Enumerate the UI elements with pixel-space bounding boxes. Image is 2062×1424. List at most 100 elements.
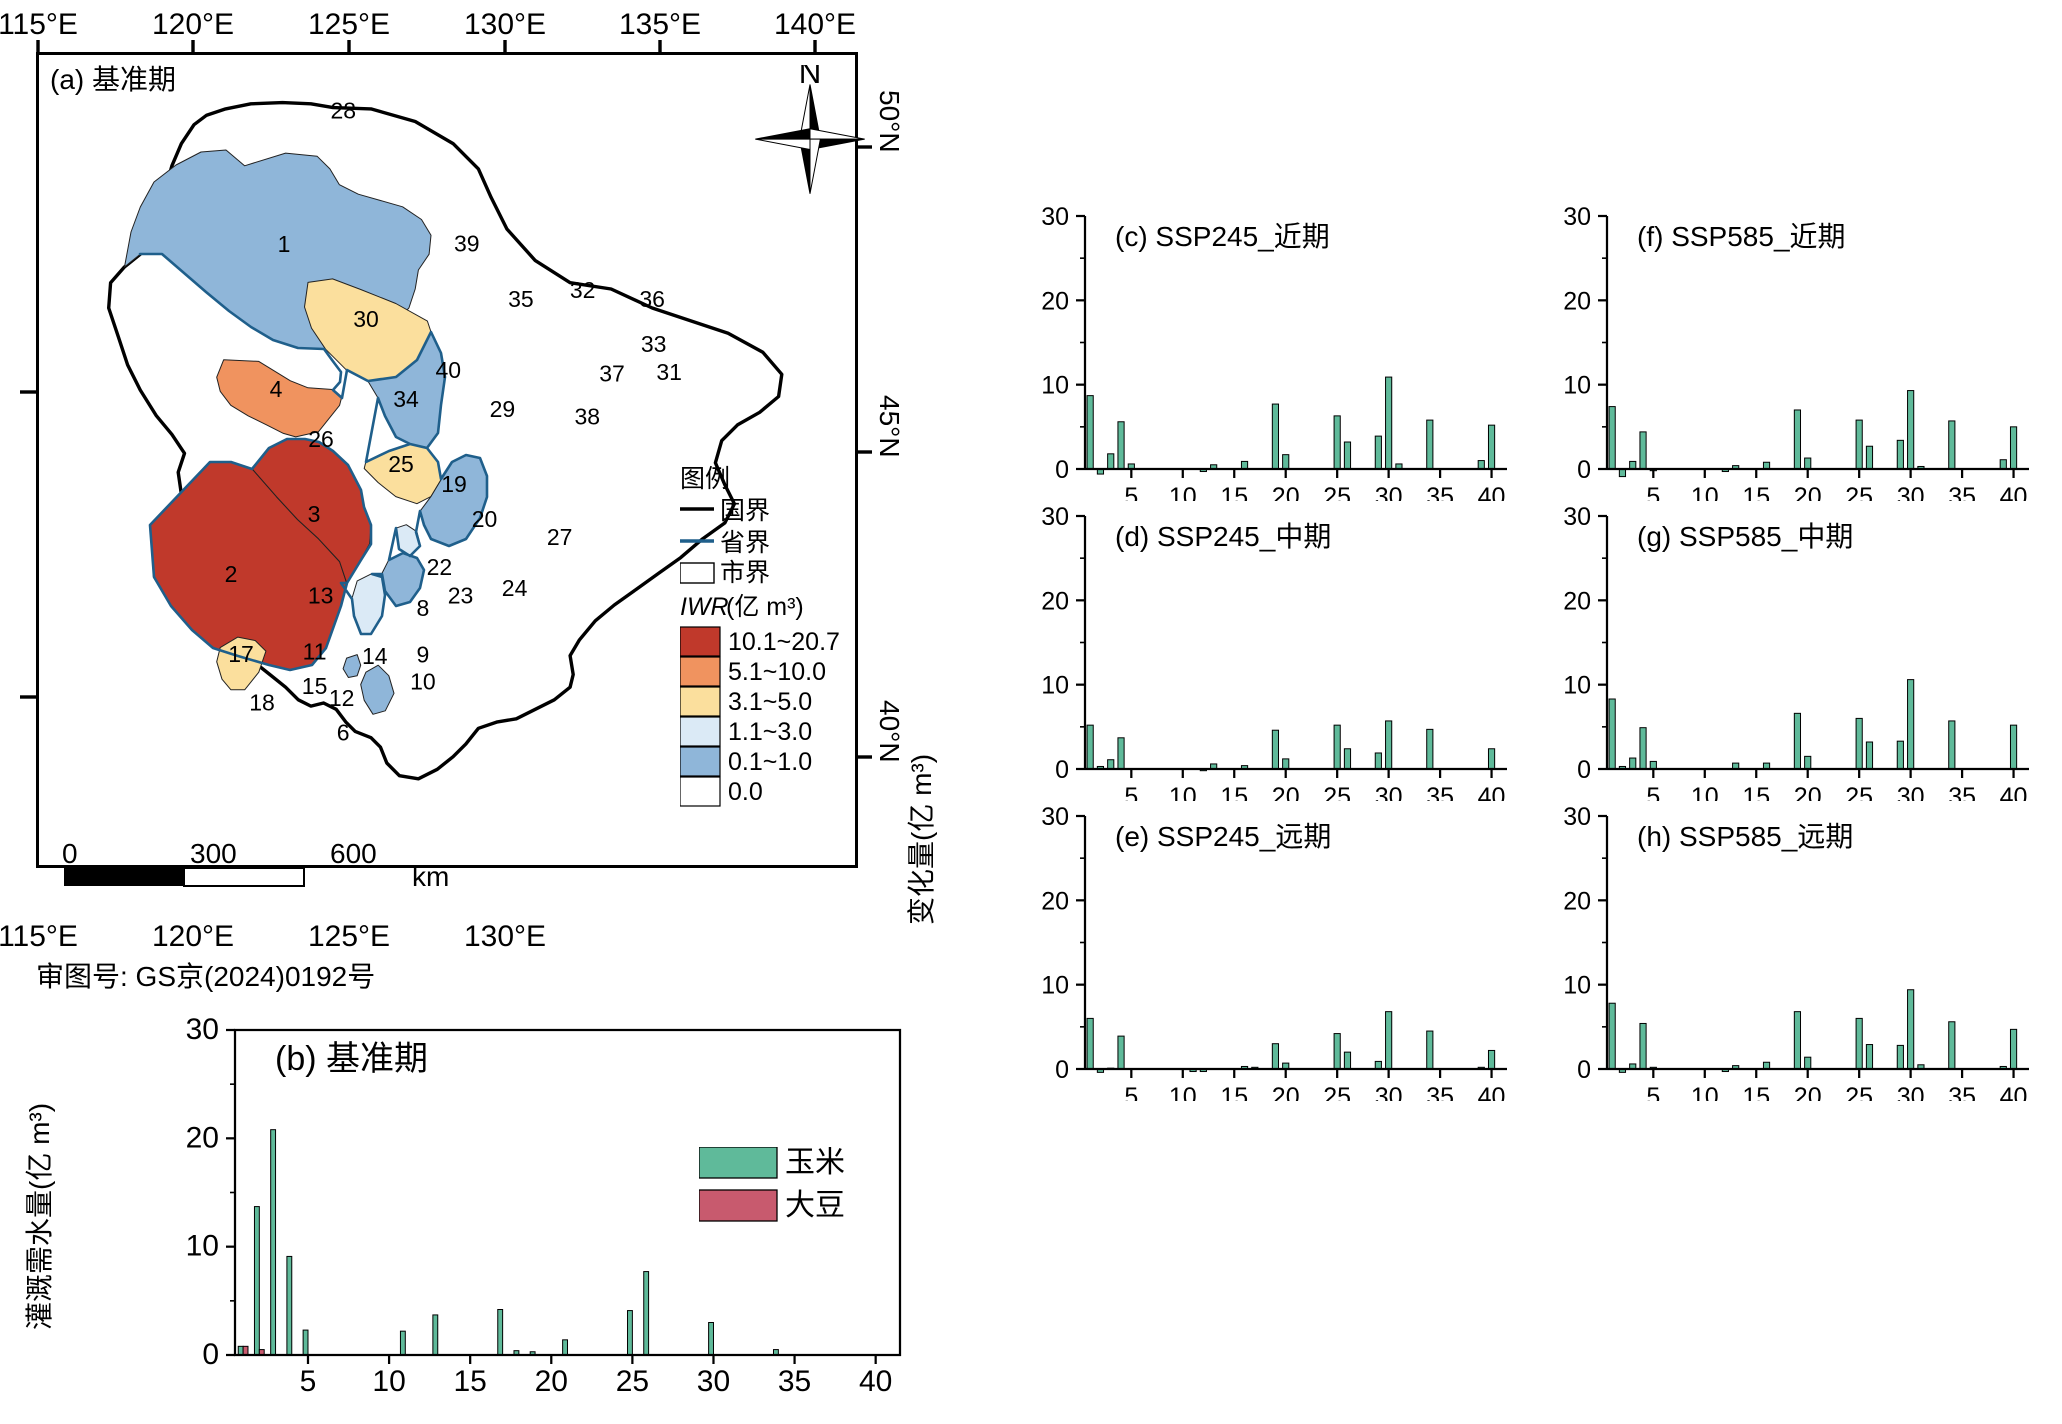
svg-text:125°E: 125°E xyxy=(308,920,390,953)
svg-text:19: 19 xyxy=(441,471,467,497)
svg-text:10: 10 xyxy=(1041,972,1069,1000)
svg-text:130°E: 130°E xyxy=(464,920,546,953)
svg-text:20: 20 xyxy=(1272,483,1300,501)
svg-text:30: 30 xyxy=(353,306,379,332)
svg-text:20: 20 xyxy=(1794,1083,1822,1101)
svg-text:40: 40 xyxy=(2000,483,2028,501)
svg-text:25: 25 xyxy=(1845,483,1873,501)
svg-text:30: 30 xyxy=(186,1015,219,1046)
svg-text:15: 15 xyxy=(1220,483,1248,501)
svg-text:(f) SSP585_近期: (f) SSP585_近期 xyxy=(1637,221,1846,252)
svg-text:省界: 省界 xyxy=(720,529,770,557)
svg-text:25: 25 xyxy=(1323,483,1351,501)
svg-text:20: 20 xyxy=(1794,483,1822,501)
svg-text:35: 35 xyxy=(1426,483,1454,501)
svg-text:140°E: 140°E xyxy=(774,10,856,40)
svg-text:30: 30 xyxy=(1563,503,1591,531)
svg-text:28: 28 xyxy=(331,98,357,124)
svg-text:20: 20 xyxy=(1563,887,1591,915)
svg-text:10: 10 xyxy=(1041,372,1069,400)
svg-text:130°E: 130°E xyxy=(464,10,546,40)
svg-text:4: 4 xyxy=(270,376,283,402)
svg-text:35: 35 xyxy=(1948,483,1976,501)
svg-text:15: 15 xyxy=(1742,783,1770,801)
svg-text:10: 10 xyxy=(1169,483,1197,501)
svg-text:0: 0 xyxy=(1055,756,1069,784)
svg-text:玉米: 玉米 xyxy=(785,1147,845,1179)
svg-text:30: 30 xyxy=(1375,1083,1403,1101)
svg-text:(h) SSP585_远期: (h) SSP585_远期 xyxy=(1637,821,1853,852)
svg-text:10: 10 xyxy=(1041,672,1069,700)
svg-text:(e) SSP245_远期: (e) SSP245_远期 xyxy=(1115,821,1331,852)
svg-text:25: 25 xyxy=(616,1365,649,1398)
svg-text:50°N: 50°N xyxy=(874,90,905,153)
svg-text:35: 35 xyxy=(1426,1083,1454,1101)
svg-text:(d) SSP245_中期: (d) SSP245_中期 xyxy=(1115,521,1331,552)
svg-text:8: 8 xyxy=(417,595,430,621)
svg-text:120°E: 120°E xyxy=(152,920,234,953)
svg-text:34: 34 xyxy=(393,386,419,412)
svg-text:5: 5 xyxy=(1124,483,1138,501)
svg-text:40: 40 xyxy=(1478,483,1506,501)
svg-text:40: 40 xyxy=(1478,783,1506,801)
svg-text:(b) 基准期: (b) 基准期 xyxy=(275,1040,428,1078)
svg-text:30: 30 xyxy=(1897,483,1925,501)
svg-text:40: 40 xyxy=(1478,1083,1506,1101)
svg-text:0: 0 xyxy=(1577,756,1591,784)
svg-text:27: 27 xyxy=(547,524,573,550)
svg-text:(g) SSP585_中期: (g) SSP585_中期 xyxy=(1637,521,1853,552)
svg-text:40: 40 xyxy=(436,357,462,383)
svg-text:15: 15 xyxy=(1220,1083,1248,1101)
svg-text:20: 20 xyxy=(1563,587,1591,615)
svg-text:125°E: 125°E xyxy=(308,10,390,40)
svg-text:10: 10 xyxy=(372,1365,405,1398)
svg-text:35: 35 xyxy=(508,286,534,312)
svg-text:25: 25 xyxy=(1845,1083,1873,1101)
svg-text:30: 30 xyxy=(1375,783,1403,801)
svg-text:135°E: 135°E xyxy=(619,10,701,40)
svg-text:20: 20 xyxy=(1272,783,1300,801)
svg-text:2: 2 xyxy=(225,561,238,587)
svg-text:图例: 图例 xyxy=(680,465,730,493)
svg-text:10: 10 xyxy=(1563,972,1591,1000)
svg-text:0.1~1.0: 0.1~1.0 xyxy=(728,748,812,776)
svg-text:32: 32 xyxy=(570,277,596,303)
svg-text:12: 12 xyxy=(329,685,355,711)
svg-text:5: 5 xyxy=(1124,1083,1138,1101)
svg-text:5.1~10.0: 5.1~10.0 xyxy=(728,658,826,686)
svg-text:10.1~20.7: 10.1~20.7 xyxy=(728,628,840,656)
svg-text:35: 35 xyxy=(778,1365,811,1398)
svg-text:30: 30 xyxy=(1897,783,1925,801)
svg-text:25: 25 xyxy=(1323,783,1351,801)
svg-text:10: 10 xyxy=(1691,1083,1719,1101)
svg-text:20: 20 xyxy=(1041,887,1069,915)
svg-text:115°E: 115°E xyxy=(0,10,78,40)
svg-text:国界: 国界 xyxy=(720,497,770,525)
svg-text:大豆: 大豆 xyxy=(785,1189,845,1222)
svg-text:5: 5 xyxy=(1646,483,1660,501)
svg-text:0: 0 xyxy=(1577,456,1591,484)
svg-text:13: 13 xyxy=(308,583,334,609)
svg-text:0: 0 xyxy=(1055,456,1069,484)
svg-text:30: 30 xyxy=(1041,503,1069,531)
svg-text:20: 20 xyxy=(1563,287,1591,315)
svg-text:120°E: 120°E xyxy=(152,10,234,40)
svg-text:25: 25 xyxy=(1845,783,1873,801)
svg-text:15: 15 xyxy=(1220,783,1248,801)
svg-text:市界: 市界 xyxy=(720,559,770,587)
svg-text:37: 37 xyxy=(599,360,625,386)
svg-text:18: 18 xyxy=(249,690,275,716)
svg-text:30: 30 xyxy=(1563,203,1591,231)
svg-text:40: 40 xyxy=(2000,783,2028,801)
svg-text:5: 5 xyxy=(1646,783,1660,801)
svg-text:10: 10 xyxy=(1563,672,1591,700)
svg-text:22: 22 xyxy=(427,554,453,580)
svg-text:IWR: IWR xyxy=(680,593,729,621)
svg-text:25: 25 xyxy=(388,451,414,477)
svg-text:20: 20 xyxy=(186,1121,219,1154)
svg-text:30: 30 xyxy=(1897,1083,1925,1101)
svg-text:(亿 m³): (亿 m³) xyxy=(726,593,804,621)
svg-text:30: 30 xyxy=(1041,803,1069,831)
svg-text:5: 5 xyxy=(1646,1083,1660,1101)
svg-text:20: 20 xyxy=(1794,783,1822,801)
